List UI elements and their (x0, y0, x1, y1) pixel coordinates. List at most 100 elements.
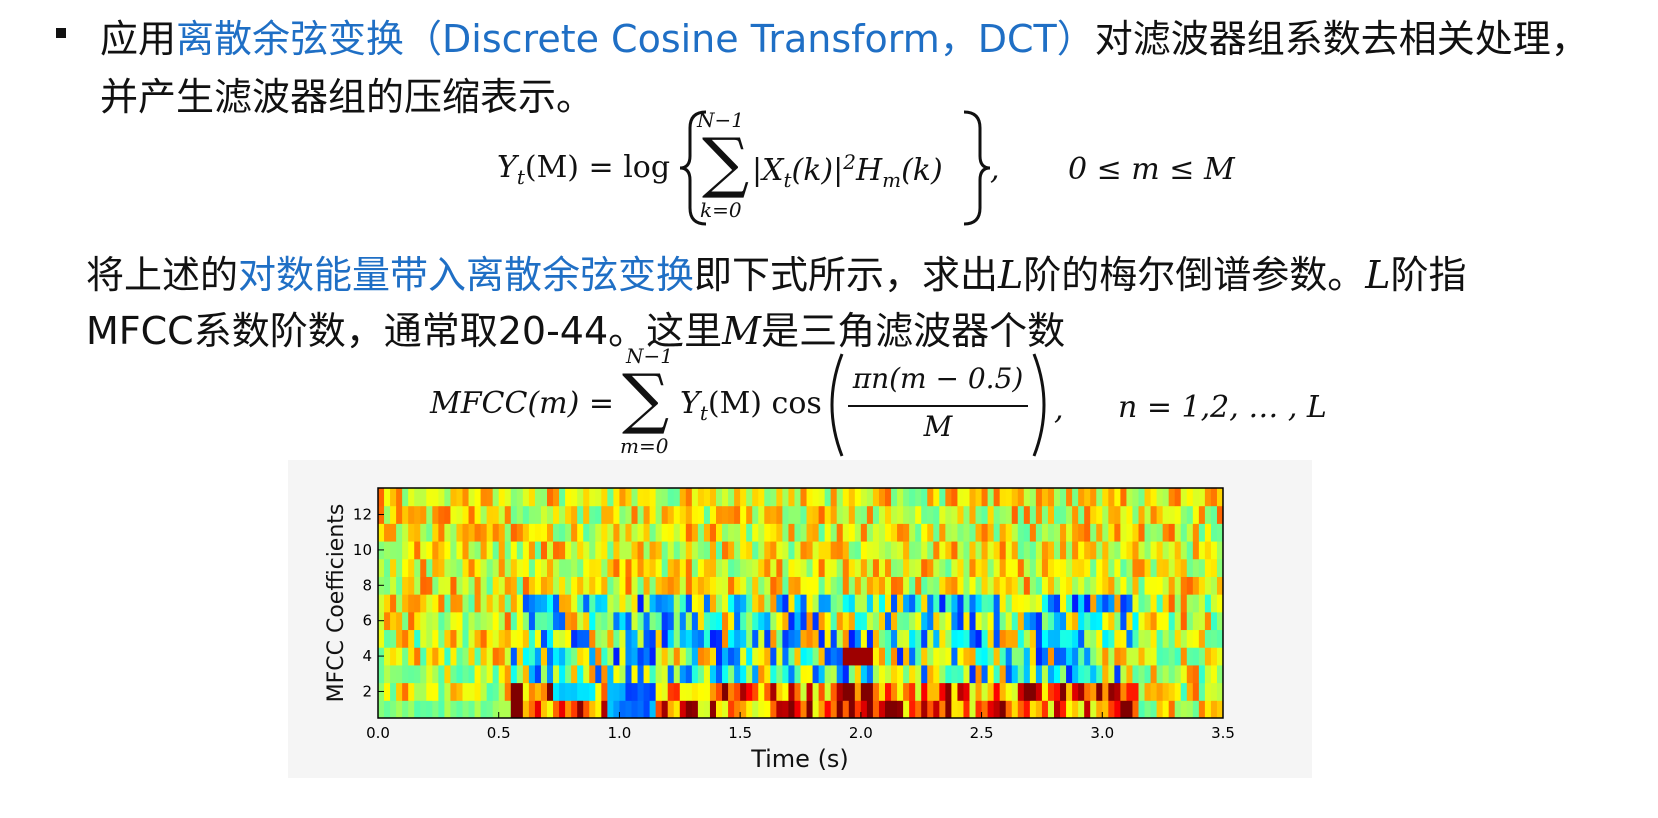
heatmap-cell (577, 505, 584, 524)
heatmap-cell (1138, 523, 1146, 542)
heatmap-cell (661, 558, 669, 577)
heatmap-cell (534, 488, 542, 507)
heatmap-cell (806, 594, 814, 613)
heatmap-cell (866, 647, 874, 666)
heatmap-cell (752, 682, 759, 701)
heatmap-cell (1198, 558, 1206, 577)
heatmap-cell (462, 682, 470, 701)
heatmap-cell (637, 611, 645, 631)
heatmap-cell (1132, 505, 1139, 524)
heatmap-cell (830, 611, 838, 631)
heatmap-cell (444, 664, 451, 684)
eq2-right-paren (1032, 353, 1046, 457)
heatmap-cell (806, 558, 814, 577)
heatmap-cell (1054, 664, 1061, 684)
heatmap-cell (1192, 647, 1200, 666)
heatmap-cell (1150, 664, 1158, 684)
heatmap-cell (691, 700, 699, 719)
heatmap-cell (933, 541, 940, 560)
heatmap-cell (420, 576, 427, 595)
heatmap-cell (661, 523, 669, 542)
heatmap-cell (1138, 576, 1146, 595)
heatmap-cell (679, 700, 687, 719)
heatmap-cell (975, 647, 983, 666)
heatmap-cell (444, 611, 451, 631)
heatmap-cell (613, 682, 620, 701)
heatmap-cell (1047, 700, 1055, 719)
eq1-sigma: ∑ (702, 124, 750, 201)
heatmap-cell (818, 682, 826, 701)
heatmap-cell (547, 541, 554, 560)
heatmap-cell (981, 611, 989, 631)
heatmap-cell (613, 594, 620, 613)
heatmap-cell (746, 558, 753, 577)
x-axis-label: Time (s) (750, 745, 849, 773)
heatmap-cell (468, 488, 476, 507)
heatmap-cell (595, 664, 602, 684)
heatmap-cell (818, 541, 826, 560)
heatmap-cell (438, 682, 445, 701)
heatmap-cell (993, 647, 1001, 666)
heatmap-cell (1204, 576, 1212, 595)
heatmap-cell (812, 647, 820, 666)
heatmap-cell (685, 700, 693, 719)
heatmap-cell (607, 647, 614, 666)
heatmap-cell (697, 682, 705, 701)
heatmap-cell (1005, 664, 1013, 684)
heatmap-cell (522, 611, 530, 631)
heatmap-cell (1029, 558, 1037, 577)
heatmap-cell (909, 682, 916, 701)
heatmap-cell (1168, 611, 1176, 631)
heatmap-cell (1204, 629, 1212, 648)
heatmap-cell (685, 629, 693, 648)
heatmap-cell (824, 594, 832, 613)
heatmap-cell (854, 700, 862, 719)
heatmap-cell (595, 523, 602, 542)
heatmap-cell (408, 594, 415, 613)
heatmap-cell (414, 611, 421, 631)
heatmap-cell (794, 558, 801, 577)
heatmap-cell (885, 594, 892, 613)
heatmap-cell (830, 682, 838, 701)
heatmap-cell (897, 700, 904, 719)
heatmap-cell (1144, 629, 1152, 648)
heatmap-cell (631, 558, 639, 577)
heatmap-cell (456, 488, 463, 507)
heatmap-cell (933, 647, 940, 666)
heatmap-cell (1114, 647, 1121, 666)
heatmap-cell (480, 541, 488, 560)
heatmap-cell (426, 682, 433, 701)
heatmap-cell (559, 664, 566, 684)
heatmap-cell (776, 700, 783, 719)
heatmap-cell (1198, 682, 1206, 701)
heatmap-cell (1210, 700, 1218, 719)
heatmap-cell (691, 647, 699, 666)
heatmap-cell (691, 523, 699, 542)
heatmap-cell (378, 523, 385, 542)
heatmap-cell (842, 576, 850, 595)
heatmap-cell (643, 505, 651, 524)
heatmap-cell (522, 541, 530, 560)
heatmap-cell (498, 576, 506, 595)
heatmap-cell (1078, 629, 1085, 648)
heatmap-cell (854, 629, 862, 648)
heatmap-cell (432, 682, 439, 701)
heatmap-cell (456, 611, 463, 631)
heatmap-cell (649, 647, 657, 666)
heatmap-cell (734, 576, 741, 595)
heatmap-cell (673, 488, 681, 507)
heatmap-cell (1078, 558, 1085, 577)
heatmap-cell (885, 523, 892, 542)
heatmap-cell (788, 541, 795, 560)
heatmap-cell (987, 682, 995, 701)
heatmap-cell (673, 629, 681, 648)
heatmap-cell (842, 558, 850, 577)
heatmap-cell (595, 558, 602, 577)
heatmap-cell (438, 594, 445, 613)
heatmap-cell (1060, 594, 1067, 613)
heatmap-cell (516, 541, 524, 560)
heatmap-cell (384, 576, 391, 595)
heatmap-cell (1150, 523, 1158, 542)
heatmap-cell (685, 682, 693, 701)
heatmap-cell (1011, 647, 1019, 666)
